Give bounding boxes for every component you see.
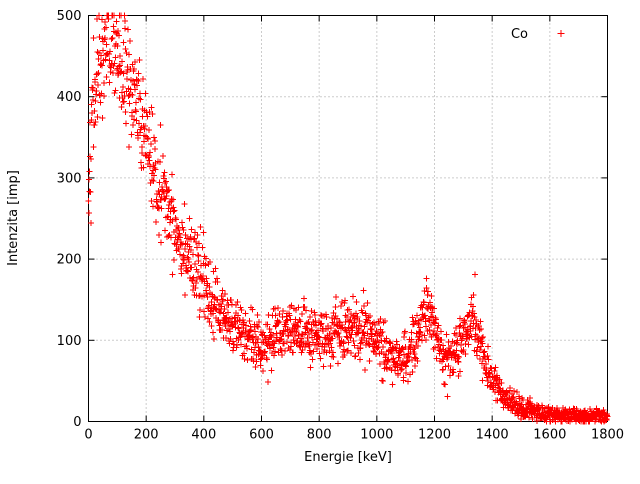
x-tick-label: 600	[249, 428, 274, 443]
x-tick-label: 1200	[418, 428, 451, 443]
y-tick-label: 200	[57, 253, 82, 268]
legend-label: Co	[511, 27, 528, 42]
x-tick-label: 800	[307, 428, 332, 443]
y-axis-title: Intenzita [imp]	[6, 170, 21, 266]
y-tick-label: 400	[57, 90, 82, 105]
legend: Co	[511, 27, 565, 42]
grid-lines	[88, 15, 608, 422]
y-tick-labels: 0 100 200 300 400 500	[57, 9, 82, 430]
plot-border	[88, 15, 608, 422]
y-tick-label: 300	[57, 171, 82, 186]
x-tick-label: 400	[191, 428, 216, 443]
x-tick-label: 0	[84, 428, 92, 443]
y-tick-label: 100	[57, 334, 82, 349]
x-tick-labels: 0 200 400 600 800 1000 1200 1400 1600 1800	[84, 428, 624, 443]
x-tick-label: 1000	[360, 428, 393, 443]
x-axis-title: Energie [keV]	[304, 450, 392, 465]
x-tick-label: 1600	[533, 428, 566, 443]
y-tick-label: 0	[73, 415, 81, 430]
x-tick-label: 1800	[591, 428, 624, 443]
x-tick-label: 1400	[476, 428, 509, 443]
y-tick-label: 500	[57, 9, 82, 24]
data-points	[85, 12, 611, 425]
plus-marker-icon	[557, 30, 565, 37]
x-tick-label: 200	[134, 428, 159, 443]
